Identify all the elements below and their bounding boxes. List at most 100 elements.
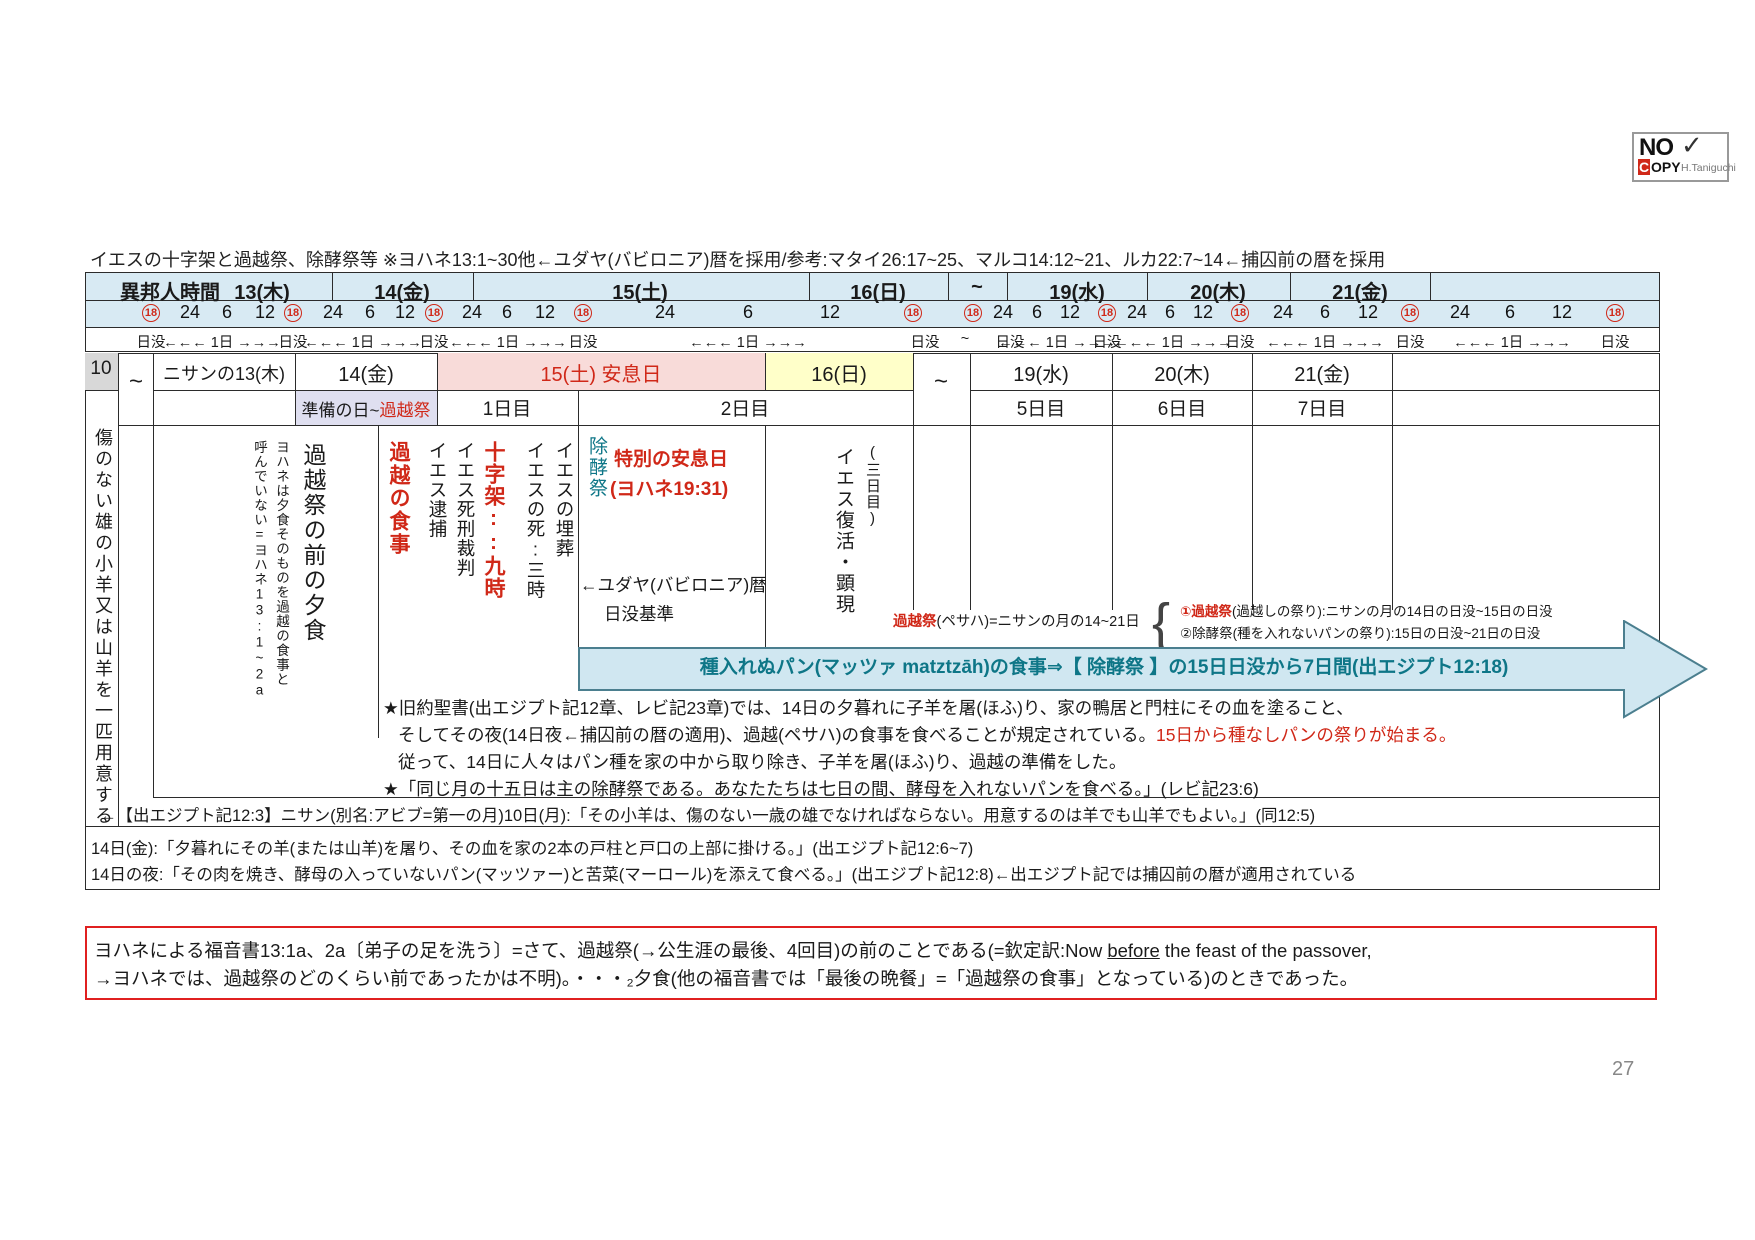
hour-mark-6: 6 xyxy=(364,302,376,322)
preparation-day-label: 準備の日~過越祭 xyxy=(302,396,431,421)
ot-note-line2-black: そしてその夜(14日夜←捕囚前の暦の適用)、過越(ペサハ)の食事を食べることが規… xyxy=(398,725,1156,745)
hour-mark-24: 24 xyxy=(179,302,201,322)
gap-tilde: ~ xyxy=(960,331,970,347)
nocopy-logo-author: H.Taniguchi xyxy=(1681,162,1736,174)
pesach-def1-red: ①過越祭 xyxy=(1180,604,1232,619)
nocopy-logo: NO ✓ C OPY H.Taniguchi xyxy=(1632,130,1736,182)
sunset-label: 日没 xyxy=(1395,335,1425,351)
one-day-arrow: ←←← 1日 →→→ xyxy=(998,335,1116,351)
page-number: 27 xyxy=(1612,1058,1635,1080)
hour-mark-24: 24 xyxy=(322,302,344,322)
banner-arrow-shape xyxy=(578,620,1708,719)
brace-glyph: { xyxy=(1152,593,1171,653)
pesach-def-line1: ①過越祭(過越しの祭り):ニサンの月の14日の日没~15日の日没 xyxy=(1180,600,1553,620)
pesach-def1-black: (過越しの祭り):ニサンの月の14日の日没~15日の日没 xyxy=(1231,604,1553,619)
sunset-18-mark: 18 xyxy=(1606,304,1624,322)
gentile-day-14: 14(金) xyxy=(374,282,430,304)
gentile-table-box xyxy=(85,272,1660,352)
cell-15-sabbath-bg xyxy=(437,353,765,390)
special-sabbath: 特別の安息日 xyxy=(614,449,729,470)
gentile-table-bg xyxy=(85,272,1660,327)
footer-line1-c: the feast of the passover, xyxy=(1159,940,1372,961)
footer-line2: →ヨハネでは、過越祭のどのくらい前であったかは不明)。・・・₂夕食(他の福音書で… xyxy=(94,968,1359,989)
day14-night-note: 14日の夜:「その肉を焼き、酵母の入っていないパン(マッツァー)と苦菜(マーロー… xyxy=(91,866,1357,884)
sunset-label: 日没 xyxy=(1225,335,1255,351)
lamb-note-vertical: 傷のない雄の小羊又は山羊を一匹用意する xyxy=(93,428,113,827)
jewish-day-10: 10 xyxy=(90,358,112,379)
sunset-label: 日没 xyxy=(136,335,166,351)
hour-mark-6: 6 xyxy=(1031,302,1043,322)
jewish-day-20: 20(木) xyxy=(1154,364,1210,386)
check-icon: ✓ xyxy=(1681,130,1703,160)
nocopy-logo-opy: OPY xyxy=(1651,159,1681,175)
sunset-18-mark: 18 xyxy=(142,304,160,322)
hour-mark-12: 12 xyxy=(254,302,276,322)
jewish-day-16: 16(日) xyxy=(811,364,867,386)
feast-day-7: 7日目 xyxy=(1297,399,1347,420)
footer-line1-a: ヨハネによる福音書13:1a、2a〔弟子の足を洗う〕=さて、過越祭(→公生涯の最… xyxy=(94,940,1108,961)
gentile-gap-tilde: ~ xyxy=(971,276,983,298)
sunset-label: 日没 xyxy=(910,335,940,351)
jewish-tilde-mid: ~ xyxy=(933,368,949,395)
unleavened-feast-vertical: 除酵祭 xyxy=(586,436,607,499)
footer-line1-before: before xyxy=(1107,940,1160,961)
hour-mark-12: 12 xyxy=(1192,302,1214,322)
sunset-label: 日没 xyxy=(1600,335,1630,351)
hour-mark-6: 6 xyxy=(501,302,513,322)
john-13-footer-box: ヨハネによる福音書13:1a、2a〔弟子の足を洗う〕=さて、過越祭(→公生涯の最… xyxy=(85,926,1657,1000)
jewish-day-14: 14(金) xyxy=(338,364,394,386)
hour-mark-24: 24 xyxy=(992,302,1014,322)
pesach-def-line2: ②除酵祭(種を入れないパンの祭り):15日の日没~21日の日没 xyxy=(1180,626,1541,641)
sunset-18-mark: 18 xyxy=(1401,304,1419,322)
hour-mark-6: 6 xyxy=(221,302,233,322)
sunset-18-mark: 18 xyxy=(284,304,302,322)
cell-10-bg xyxy=(85,353,118,390)
hour-mark-24: 24 xyxy=(654,302,676,322)
one-day-arrow: ←←← 1日 →→→ xyxy=(304,335,422,351)
pesach-range-note: 過越祭(ペサハ)=ニサンの月の14~21日 xyxy=(893,610,1140,631)
babylonian-calendar-note: ←ユダヤ(バビロニア)暦 xyxy=(580,575,767,595)
one-day-arrow: ←←← 1日 →→→ xyxy=(1266,335,1384,351)
one-day-arrow: ←←← 1日 →→→ xyxy=(1114,335,1232,351)
sunset-18-mark: 18 xyxy=(574,304,592,322)
feast-day-2: 2日目 xyxy=(720,399,770,420)
hour-mark-12: 12 xyxy=(394,302,416,322)
sunset-label: 日没 xyxy=(1092,335,1122,351)
sunset-18-mark: 18 xyxy=(1231,304,1249,322)
one-day-arrow: ←←← 1日 →→→ xyxy=(163,335,281,351)
jesus-death-3pm: イエスの死:三時 xyxy=(525,441,546,600)
feast-day-1: 1日目 xyxy=(482,399,532,420)
feast-day-5: 5日目 xyxy=(1016,399,1066,420)
hour-mark-24: 24 xyxy=(1126,302,1148,322)
gentile-day-16: 16(日) xyxy=(850,282,906,304)
footer-line1: ヨハネによる福音書13:1a、2a〔弟子の足を洗う〕=さて、過越祭(→公生涯の最… xyxy=(94,937,1372,963)
hour-mark-12: 12 xyxy=(1059,302,1081,322)
hour-mark-6: 6 xyxy=(1319,302,1331,322)
jesus-trial: イエス死刑裁判 xyxy=(455,441,476,578)
ot-note-line3: 従って、14日に人々はパン種を家の中から取り除き、子羊を屠(ほふ)り、過越の準備… xyxy=(398,752,1127,772)
hour-mark-24: 24 xyxy=(1449,302,1471,322)
sunset-label: 日没 xyxy=(278,335,308,351)
passover-meal: 過越の食事 xyxy=(387,441,410,556)
hour-mark-12: 12 xyxy=(534,302,556,322)
jewish-day-19: 19(水) xyxy=(1013,364,1069,386)
jesus-burial: イエスの埋葬 xyxy=(554,441,575,558)
ot-note-line1: ★旧約聖書(出エジプト記12章、レビ記23章)では、14日の夕暮れに子羊を屠(ほ… xyxy=(383,698,1354,718)
resurrection-vertical: イエス復活・顕現 xyxy=(833,447,854,615)
banner-text: 種入れぬパン(マッツァ matztzāh)の食事⇒【 除酵祭 】の15日日没から… xyxy=(699,657,1509,678)
special-sabbath-ref: (ヨハネ19:31) xyxy=(610,479,729,500)
cell-prep-bg xyxy=(295,390,437,425)
hour-mark-24: 24 xyxy=(1272,302,1294,322)
gentile-day-15: 15(土) xyxy=(612,282,668,304)
hour-mark-12: 12 xyxy=(819,302,841,322)
jewish-tilde-left: ~ xyxy=(128,368,144,395)
jewish-day-13: ニサンの13(木) xyxy=(162,364,286,384)
feast-day-6: 6日目 xyxy=(1157,399,1207,420)
sunset-18-mark: 18 xyxy=(904,304,922,322)
nocopy-logo-no: NO xyxy=(1639,134,1674,161)
john-note-line1: ヨハネは夕食そのものを過越の食事と xyxy=(274,440,289,687)
jesus-arrest: イエス逮捕 xyxy=(427,441,448,539)
ot-note-line2-red: 15日から種なしパンの祭りが始まる。 xyxy=(1156,725,1457,745)
pesach-range-red: 過越祭 xyxy=(893,614,937,630)
